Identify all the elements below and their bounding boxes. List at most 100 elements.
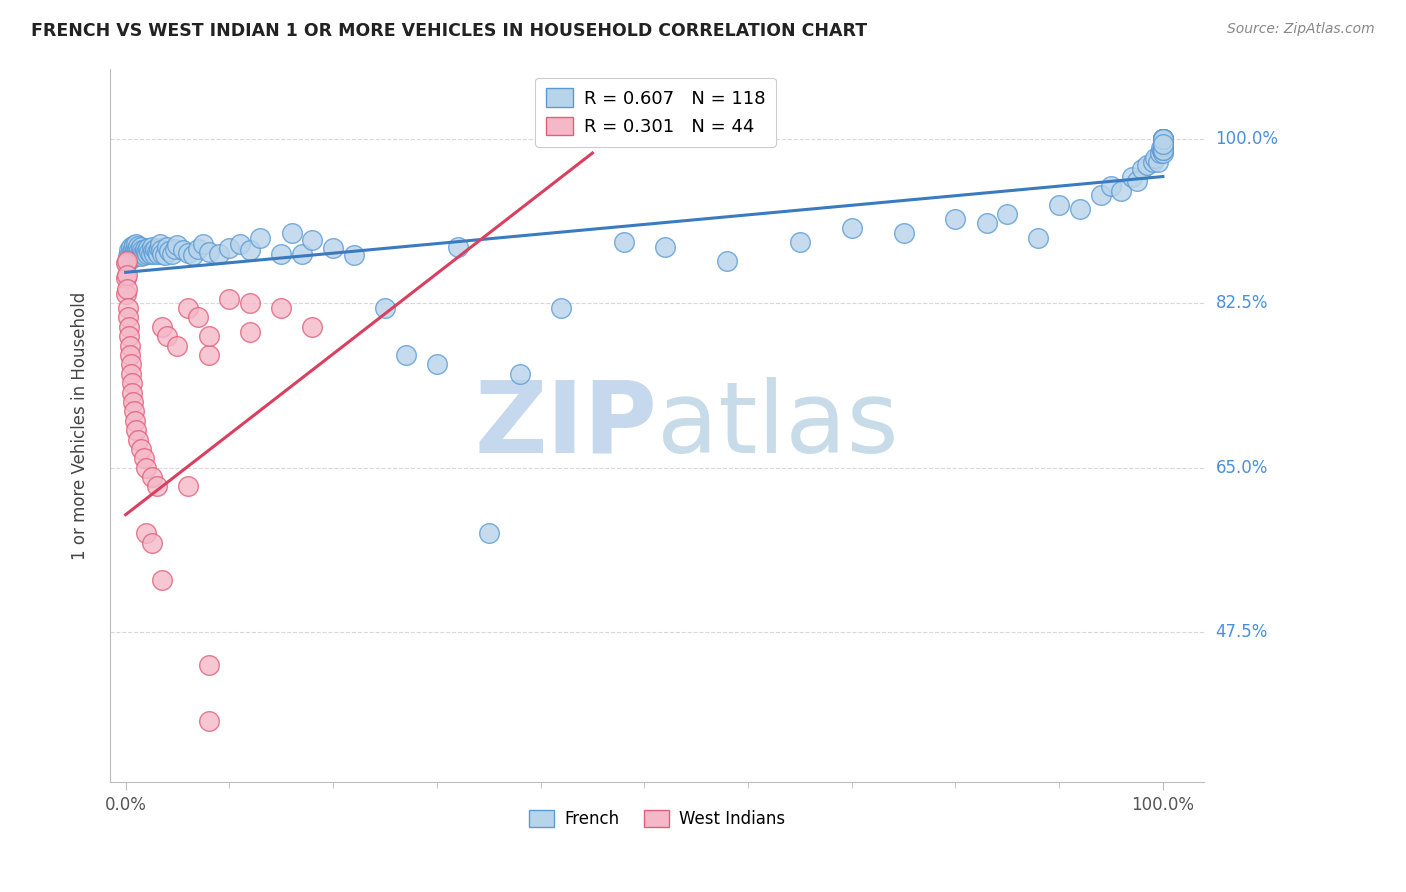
- Point: [187, 310, 209, 325]
- Point: [374, 301, 396, 315]
- Point: [301, 234, 323, 248]
- Point: [1152, 143, 1174, 157]
- Point: [122, 238, 145, 252]
- Point: [197, 657, 219, 672]
- Point: [122, 248, 145, 262]
- Point: [118, 243, 141, 257]
- Point: [122, 395, 145, 409]
- Point: [976, 217, 998, 231]
- Point: [125, 423, 148, 437]
- Point: [172, 243, 194, 257]
- Point: [208, 247, 231, 261]
- Point: [134, 242, 156, 256]
- Point: [945, 211, 967, 226]
- Point: [121, 244, 143, 259]
- Point: [239, 325, 262, 339]
- Point: [270, 301, 292, 315]
- Point: [122, 404, 145, 418]
- Point: [125, 244, 148, 259]
- Point: [166, 238, 188, 252]
- Point: [145, 479, 167, 493]
- Point: [125, 237, 148, 252]
- Point: [218, 241, 240, 255]
- Point: [115, 254, 138, 268]
- Point: [128, 243, 150, 257]
- Point: [117, 249, 139, 263]
- Point: [1126, 174, 1149, 188]
- Point: [125, 242, 148, 256]
- Point: [141, 536, 163, 550]
- Point: [1149, 146, 1171, 161]
- Point: [789, 235, 811, 250]
- Point: [120, 240, 142, 254]
- Point: [426, 358, 449, 372]
- Point: [1152, 132, 1174, 146]
- Point: [1142, 155, 1164, 169]
- Text: 82.5%: 82.5%: [1216, 294, 1268, 312]
- Legend: French, West Indians: French, West Indians: [523, 803, 792, 835]
- Point: [197, 329, 219, 343]
- Point: [1136, 158, 1159, 172]
- Text: 65.0%: 65.0%: [1216, 458, 1268, 476]
- Point: [148, 241, 170, 255]
- Point: [143, 242, 166, 256]
- Point: [1152, 143, 1174, 157]
- Point: [115, 268, 138, 282]
- Point: [1146, 155, 1168, 169]
- Point: [1152, 139, 1174, 153]
- Point: [122, 245, 145, 260]
- Point: [142, 244, 165, 258]
- Point: [138, 244, 160, 259]
- Point: [120, 367, 142, 381]
- Point: [1069, 202, 1091, 217]
- Point: [150, 246, 173, 260]
- Point: [446, 240, 468, 254]
- Point: [139, 246, 162, 260]
- Point: [1121, 169, 1143, 184]
- Point: [1152, 132, 1174, 146]
- Point: [1111, 184, 1133, 198]
- Point: [124, 243, 146, 257]
- Point: [301, 319, 323, 334]
- Point: [1152, 134, 1174, 148]
- Point: [270, 246, 292, 260]
- Point: [1152, 132, 1174, 146]
- Point: [1090, 188, 1112, 202]
- Point: [1150, 141, 1173, 155]
- Point: [177, 479, 200, 493]
- Point: [134, 248, 156, 262]
- Point: [187, 242, 209, 256]
- Text: 47.5%: 47.5%: [1216, 624, 1268, 641]
- Point: [124, 414, 146, 428]
- Point: [1152, 136, 1174, 151]
- Point: [138, 241, 160, 255]
- Point: [239, 243, 262, 257]
- Point: [121, 385, 143, 400]
- Point: [550, 301, 572, 315]
- Point: [129, 442, 152, 456]
- Point: [135, 460, 157, 475]
- Point: [177, 301, 200, 315]
- Point: [122, 241, 145, 255]
- Point: [1152, 132, 1174, 146]
- Point: [146, 247, 169, 261]
- Point: [478, 526, 501, 541]
- Point: [1028, 230, 1050, 244]
- Point: [121, 376, 143, 391]
- Point: [1047, 197, 1070, 211]
- Point: [177, 245, 200, 260]
- Point: [150, 574, 173, 588]
- Point: [1143, 151, 1166, 165]
- Point: [118, 329, 141, 343]
- Point: [118, 338, 141, 352]
- Point: [127, 433, 149, 447]
- Text: Source: ZipAtlas.com: Source: ZipAtlas.com: [1227, 22, 1375, 37]
- Point: [132, 245, 155, 260]
- Point: [1152, 135, 1174, 149]
- Point: [322, 241, 344, 255]
- Point: [716, 254, 738, 268]
- Point: [156, 329, 179, 343]
- Point: [181, 248, 204, 262]
- Point: [115, 282, 138, 296]
- Point: [193, 237, 215, 252]
